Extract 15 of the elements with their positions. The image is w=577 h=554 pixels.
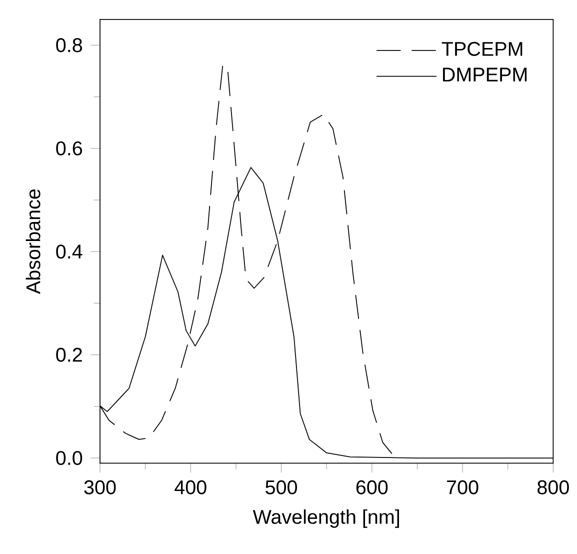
- x-tick-label: 600: [356, 480, 388, 494]
- y-tick-label: 0.6: [56, 141, 82, 156]
- x-tick-label: 800: [538, 480, 569, 494]
- legend-label: TPCEPM: [442, 42, 522, 56]
- x-tick-label: 300: [84, 480, 116, 494]
- y-tick-label: 0.0: [56, 451, 82, 466]
- y-axis-title: Absorbance: [26, 190, 40, 294]
- x-tick-label: 500: [266, 480, 298, 494]
- x-tick-label: 700: [447, 480, 478, 494]
- y-tick-label: 0.8: [56, 38, 82, 52]
- y-tick-label: 0.4: [56, 244, 82, 259]
- y-tick-label: 0.2: [56, 348, 82, 362]
- legend-label: DMPEPM: [443, 68, 527, 82]
- x-axis-title: Wavelength [nm]: [252, 509, 399, 528]
- x-tick-label: 400: [174, 480, 206, 494]
